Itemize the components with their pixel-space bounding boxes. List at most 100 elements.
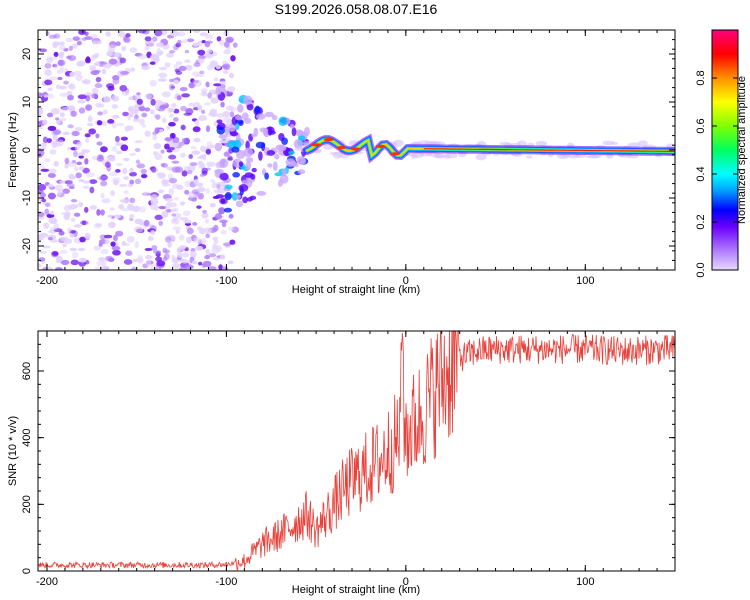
spec-noise-blob — [190, 146, 197, 150]
spec-noise-blob — [107, 221, 116, 229]
spec-noise-blob — [107, 119, 115, 124]
spec-noise-blob — [38, 92, 43, 97]
spec-transition-blob — [238, 184, 249, 192]
spec-transition-blob — [232, 172, 241, 178]
spec-noise-blob — [178, 234, 185, 241]
spec-noise-blob — [156, 260, 166, 267]
spec-noise-blob — [100, 248, 109, 255]
spec-noise-blob — [143, 219, 150, 227]
spec-noise-blob — [213, 239, 219, 244]
spec-noise-blob — [113, 234, 118, 242]
spec-noise-blob — [49, 149, 57, 155]
spec-noise-blob — [138, 54, 147, 60]
spec-noise-blob — [126, 236, 135, 243]
spec-transition-blob — [243, 147, 254, 158]
spec-noise-blob — [111, 104, 118, 109]
spec-band-halo — [410, 153, 418, 159]
spec-noise-blob — [197, 192, 204, 200]
spec-noise-blob — [89, 186, 95, 194]
spec-noise-blob — [67, 94, 74, 101]
spec-noise-blob — [101, 198, 111, 204]
spec-noise-blob — [92, 40, 97, 45]
spec-noise-blob — [128, 96, 134, 101]
spec-noise-blob — [180, 124, 186, 131]
spec-band-core — [423, 148, 675, 152]
spec-noise-blob — [168, 121, 176, 127]
spec-noise-blob — [47, 192, 56, 200]
spec-noise-blob — [134, 148, 141, 152]
spec-noise-blob — [113, 214, 121, 219]
spec-noise-blob — [150, 203, 156, 211]
spec-noise-blob — [96, 141, 103, 146]
spec-noise-blob — [193, 30, 201, 34]
spec-noise-blob — [83, 92, 93, 97]
spec-noise-blob — [154, 214, 163, 221]
spec-noise-blob — [155, 266, 160, 270]
spec-noise-blob — [209, 60, 219, 68]
spec-transition-blob — [277, 144, 287, 152]
spec-band-halo — [525, 155, 533, 159]
spec-noise-blob — [96, 260, 104, 266]
spec-noise-blob — [98, 242, 103, 247]
spectrogram-ticks — [38, 29, 676, 271]
spec-noise-blob — [110, 190, 115, 197]
spec-noise-blob — [167, 241, 172, 248]
spec-noise-blob — [136, 98, 143, 105]
spec-noise-blob — [43, 222, 50, 229]
spec-noise-blob — [135, 228, 144, 234]
spec-ytick-label: 20 — [21, 48, 33, 60]
spec-noise-blob — [160, 149, 165, 154]
spec-noise-blob — [198, 261, 203, 266]
spec-transition-blob — [299, 157, 307, 165]
spec-noise-blob — [219, 80, 227, 85]
spec-noise-blob — [169, 132, 176, 139]
spec-transition-blob — [244, 172, 254, 178]
spec-noise-blob — [177, 252, 183, 259]
spec-noise-blob — [105, 255, 113, 262]
spec-noise-blob — [103, 96, 111, 103]
spec-transition-blob — [285, 117, 291, 125]
spec-noise-blob — [210, 97, 219, 104]
spec-noise-blob — [123, 37, 131, 43]
spec-noise-blob — [214, 213, 223, 220]
spec-noise-blob — [120, 70, 130, 75]
spec-noise-blob — [229, 107, 237, 112]
spec-noise-blob — [66, 90, 73, 96]
spec-noise-blob — [202, 209, 207, 214]
spec-noise-blob — [117, 30, 125, 38]
spec-noise-blob — [118, 204, 125, 210]
spec-noise-blob — [222, 60, 228, 66]
spec-noise-blob — [181, 259, 189, 264]
spec-noise-blob — [205, 34, 214, 40]
spec-noise-blob — [171, 166, 181, 173]
spec-noise-blob — [55, 117, 60, 121]
spec-noise-blob — [151, 244, 158, 251]
spec-noise-blob — [172, 226, 181, 231]
spec-noise-blob — [196, 205, 202, 209]
spec-noise-blob — [197, 105, 203, 111]
spec-noise-blob — [187, 102, 195, 107]
spec-noise-blob — [115, 135, 120, 143]
spec-noise-blob — [219, 140, 229, 144]
spec-noise-blob — [70, 110, 77, 117]
spectrogram-marks — [38, 30, 675, 270]
spec-noise-blob — [201, 167, 208, 174]
spec-noise-blob — [197, 49, 206, 56]
spec-noise-blob — [172, 136, 180, 144]
spec-noise-blob — [186, 170, 193, 175]
spec-noise-blob — [66, 104, 75, 110]
spec-noise-blob — [135, 159, 141, 164]
spec-noise-blob — [212, 195, 220, 199]
spec-noise-blob — [162, 247, 168, 254]
spec-noise-blob — [176, 247, 181, 253]
spec-hot-spot — [336, 145, 347, 150]
spec-noise-blob — [66, 55, 72, 60]
spec-noise-blob — [186, 165, 196, 172]
spec-noise-blob — [96, 209, 101, 216]
spec-noise-blob — [38, 107, 44, 115]
spec-noise-blob — [219, 181, 226, 188]
spec-noise-blob — [71, 130, 80, 137]
spec-noise-blob — [219, 219, 228, 224]
spec-noise-blob — [179, 266, 187, 270]
spec-noise-blob — [210, 179, 215, 183]
